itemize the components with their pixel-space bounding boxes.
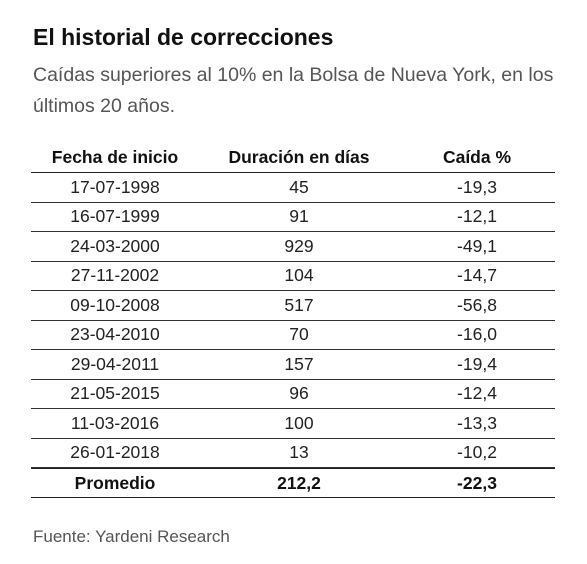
cell-fecha: 16-07-1999 bbox=[70, 206, 160, 227]
table-row: 09-10-2008 517 -56,8 bbox=[31, 291, 555, 321]
table-row: 26-01-2018 13 -10,2 bbox=[31, 439, 555, 468]
footer-label-promedio: Promedio bbox=[74, 472, 156, 493]
table-header-row: Fecha de inicio Duración en días Caída % bbox=[31, 143, 555, 173]
cell-duracion: 70 bbox=[289, 324, 309, 345]
cell-duracion: 91 bbox=[289, 206, 309, 227]
cell-duracion: 45 bbox=[289, 176, 309, 197]
cell-caida: -56,8 bbox=[457, 294, 497, 315]
cell-duracion: 13 bbox=[289, 442, 309, 463]
cell-caida: -49,1 bbox=[457, 235, 497, 256]
table-footer-row: Promedio 212,2 -22,3 bbox=[31, 468, 555, 498]
column-header-duracion: Duración en días bbox=[228, 147, 370, 167]
cell-caida: -12,4 bbox=[457, 383, 497, 404]
chart-subtitle: Caídas superiores al 10% en la Bolsa de … bbox=[33, 64, 554, 117]
table-row: 17-07-1998 45 -19,3 bbox=[31, 173, 555, 203]
cell-caida: -12,1 bbox=[457, 206, 497, 227]
cell-duracion: 96 bbox=[289, 383, 309, 404]
cell-fecha: 21-05-2015 bbox=[70, 383, 160, 404]
cell-fecha: 29-04-2011 bbox=[70, 353, 160, 374]
table-row: 29-04-2011 157 -19,4 bbox=[31, 350, 555, 380]
table-row: 24-03-2000 929 -49,1 bbox=[31, 232, 555, 262]
cell-duracion: 929 bbox=[284, 235, 314, 256]
cell-duracion: 517 bbox=[284, 294, 314, 315]
column-header-fecha: Fecha de inicio bbox=[51, 147, 179, 167]
cell-caida: -10,2 bbox=[457, 442, 497, 463]
source-note: Fuente: Yardeni Research bbox=[33, 527, 230, 546]
table-row: 11-03-2016 100 -13,3 bbox=[31, 409, 555, 439]
footer-caida-promedio: -22,3 bbox=[457, 472, 497, 493]
table-row: 21-05-2015 96 -12,4 bbox=[31, 380, 555, 409]
chart-title: El historial de correcciones bbox=[33, 24, 334, 50]
cell-duracion: 104 bbox=[284, 265, 314, 286]
cell-fecha: 17-07-1998 bbox=[70, 176, 160, 197]
table-row: 23-04-2010 70 -16,0 bbox=[31, 321, 555, 350]
cell-fecha: 23-04-2010 bbox=[70, 324, 160, 345]
cell-fecha: 11-03-2016 bbox=[70, 412, 160, 433]
column-header-caida: Caída % bbox=[442, 147, 512, 167]
cell-caida: -19,4 bbox=[457, 353, 497, 374]
cell-caida: -13,3 bbox=[457, 412, 497, 433]
cell-fecha: 24-03-2000 bbox=[70, 235, 160, 256]
cell-fecha: 26-01-2018 bbox=[70, 442, 160, 463]
cell-duracion: 157 bbox=[284, 353, 314, 374]
cell-fecha: 27-11-2002 bbox=[70, 265, 160, 286]
corrections-table: Fecha de inicio Duración en días Caída %… bbox=[31, 143, 555, 498]
table-row: 27-11-2002 104 -14,7 bbox=[31, 262, 555, 291]
cell-fecha: 09-10-2008 bbox=[70, 294, 160, 315]
cell-caida: -14,7 bbox=[457, 265, 497, 286]
cell-caida: -16,0 bbox=[457, 324, 497, 345]
table-row: 16-07-1999 91 -12,1 bbox=[31, 203, 555, 232]
footer-duracion-promedio: 212,2 bbox=[277, 472, 321, 493]
cell-duracion: 100 bbox=[284, 412, 314, 433]
cell-caida: -19,3 bbox=[457, 176, 497, 197]
